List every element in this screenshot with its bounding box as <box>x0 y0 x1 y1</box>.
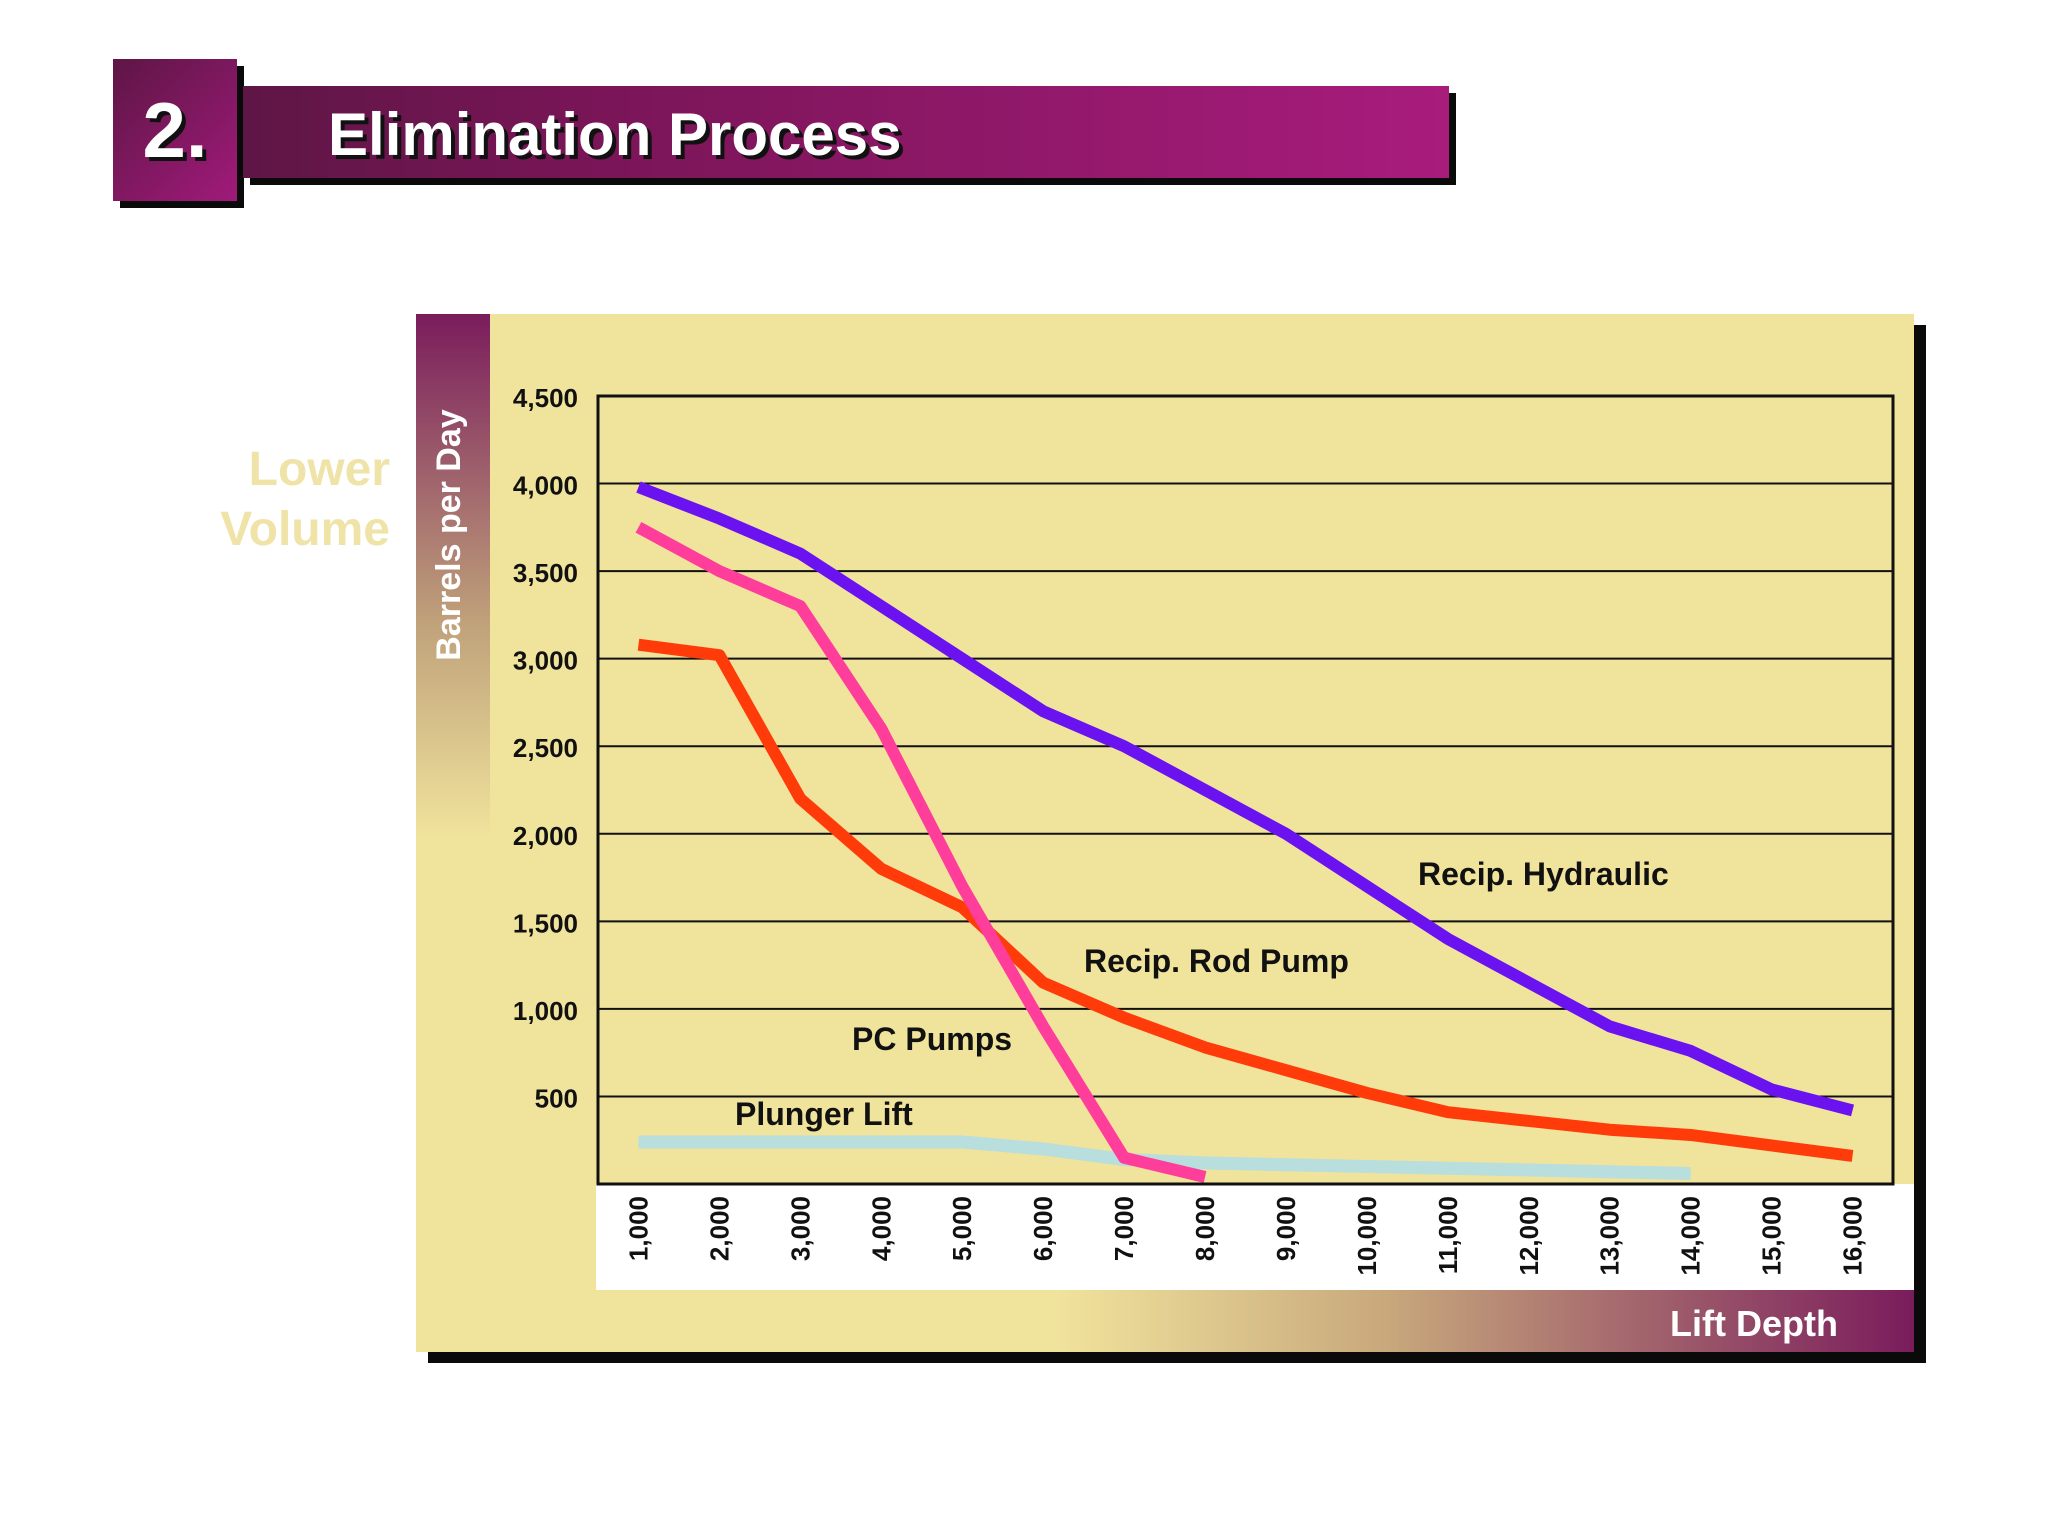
series-label: Recip. Rod Pump <box>1084 943 1349 979</box>
y-tick-label: 4,000 <box>513 471 578 501</box>
plot-frame <box>596 394 1895 1186</box>
y-tick-label: 2,500 <box>513 733 578 763</box>
series-label: Plunger Lift <box>735 1096 913 1132</box>
series-label: PC Pumps <box>852 1021 1012 1057</box>
y-tick-label: 2,000 <box>513 821 578 851</box>
y-tick-label: 500 <box>535 1083 578 1113</box>
x-tick-label: 4,000 <box>866 1196 896 1261</box>
y-label-band <box>416 314 490 1184</box>
x-tick-label: 6,000 <box>1028 1196 1058 1261</box>
x-tick-label: 10,000 <box>1352 1196 1382 1276</box>
x-axis-label: Lift Depth <box>1670 1303 1838 1344</box>
y-tick-label: 1,000 <box>513 996 578 1026</box>
title-banner: Elimination Process <box>243 86 1449 178</box>
series-lines <box>635 481 1855 1183</box>
x-tick-label: 2,000 <box>704 1196 734 1261</box>
x-tick-label: 7,000 <box>1109 1196 1139 1261</box>
x-tick-label: 12,000 <box>1514 1196 1544 1276</box>
y-tick-label: 3,000 <box>513 646 578 676</box>
series-line-recip-hydraulic <box>636 481 1855 1117</box>
side-label-line1: Lower <box>248 443 390 496</box>
y-tick-label: 4,500 <box>513 383 578 413</box>
y-tick-label: 3,500 <box>513 558 578 588</box>
y-tick-label: 1,500 <box>513 908 578 938</box>
y-axis-label: Barrels per Day <box>430 409 468 660</box>
x-tick-label: 9,000 <box>1271 1196 1301 1261</box>
x-tick-label: 11,000 <box>1433 1196 1463 1274</box>
x-tick-label: 14,000 <box>1676 1196 1706 1276</box>
x-tick-label: 16,000 <box>1838 1196 1868 1276</box>
x-tick-label: 15,000 <box>1757 1196 1787 1276</box>
series-labels: Recip. Hydraulic PC Pumps Recip. Rod Pump P… <box>735 856 1669 1132</box>
x-tick-label: 1,000 <box>623 1196 653 1261</box>
series-line-recip-rod-pump <box>637 638 1854 1162</box>
x-tick-strip <box>596 1184 1914 1290</box>
series-label: Recip. Hydraulic <box>1418 856 1669 892</box>
panel-corner <box>490 1184 596 1352</box>
x-tick-label: 13,000 <box>1595 1196 1625 1276</box>
y-tick-labels: 500 1,000 1,500 2,000 2,500 3,000 3,500 4,000 4,… <box>513 383 578 1113</box>
side-label: Lower Volume <box>150 440 390 560</box>
slide-number: 2. <box>142 85 208 174</box>
slide-number-box: 2. <box>113 59 237 201</box>
x-label-band <box>596 1290 1914 1352</box>
plot-background <box>490 314 1914 1184</box>
x-tick-labels: 1,000 2,000 3,000 4,000 5,000 6,000 7,000 8,000… <box>623 1196 1867 1276</box>
x-tick-label: 3,000 <box>785 1196 815 1261</box>
x-tick-label: 5,000 <box>947 1196 977 1261</box>
side-label-line2: Volume <box>220 503 390 556</box>
x-tick-label: 8,000 <box>1190 1196 1220 1261</box>
series-line-pc-pumps <box>635 522 1207 1183</box>
slide-title: Elimination Process <box>328 101 902 168</box>
